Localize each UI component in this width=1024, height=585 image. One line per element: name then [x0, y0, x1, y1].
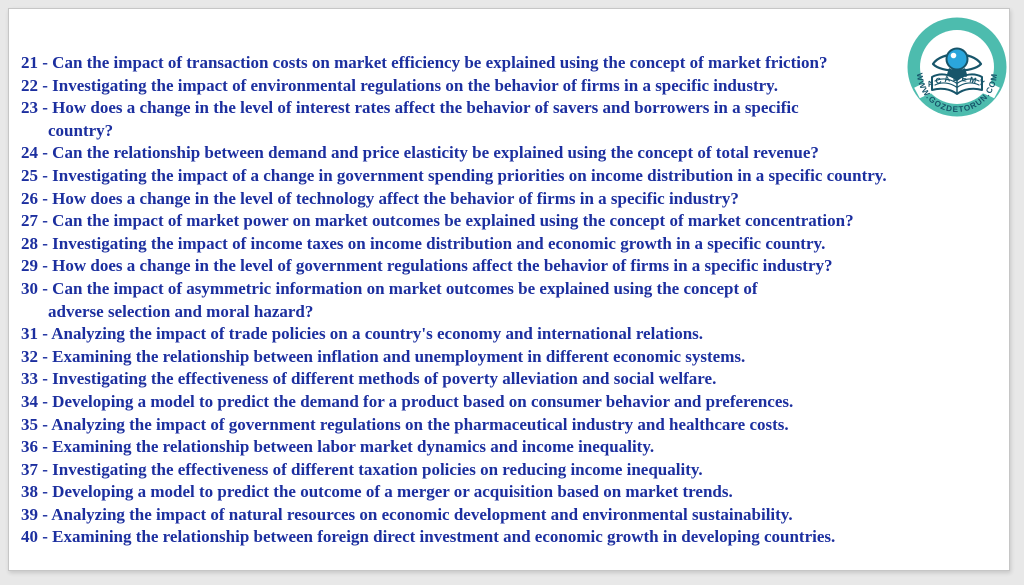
- topic-line: 39 - Analyzing the impact of natural res…: [21, 504, 793, 524]
- topic-item: 25 - Investigating the impact of a chang…: [21, 165, 996, 188]
- topic-item: 26 - How does a change in the level of t…: [21, 188, 996, 211]
- topic-item: 27 - Can the impact of market power on m…: [21, 210, 996, 233]
- topic-item: 29 - How does a change in the level of g…: [21, 255, 996, 278]
- topic-line: 28 - Investigating the impact of income …: [21, 233, 826, 253]
- topic-item: 22 - Investigating the impact of environ…: [21, 75, 996, 98]
- topic-line: 26 - How does a change in the level of t…: [21, 188, 739, 208]
- topic-item: 32 - Examining the relationship between …: [21, 346, 996, 369]
- topic-item: 36 - Examining the relationship between …: [21, 436, 996, 459]
- topics-list: 21 - Can the impact of transaction costs…: [21, 52, 996, 549]
- topic-item: 33 - Investigating the effectiveness of …: [21, 368, 996, 391]
- eye-iris: [945, 47, 969, 71]
- topic-item: 34 - Developing a model to predict the d…: [21, 391, 996, 414]
- topic-line: 21 - Can the impact of transaction costs…: [21, 53, 828, 72]
- topic-line: 33 - Investigating the effectiveness of …: [21, 369, 717, 389]
- topic-item: 39 - Analyzing the impact of natural res…: [21, 504, 996, 527]
- topic-item: 37 - Investigating the effectiveness of …: [21, 459, 996, 482]
- open-book-icon: [931, 73, 983, 95]
- topic-line: 24 - Can the relationship between demand…: [21, 143, 819, 163]
- topic-line: 40 - Examining the relationship between …: [21, 527, 836, 547]
- topic-line: 30 - Can the impact of asymmetric inform…: [21, 278, 758, 298]
- topic-line: 25 - Investigating the impact of a chang…: [21, 165, 887, 185]
- topic-line: 34 - Developing a model to predict the d…: [21, 391, 794, 411]
- topic-item: 31 - Analyzing the impact of trade polic…: [21, 323, 996, 346]
- topic-line: 22 - Investigating the impact of environ…: [21, 75, 778, 95]
- topic-line: 23 - How does a change in the level of i…: [21, 98, 799, 118]
- topic-item: 24 - Can the relationship between demand…: [21, 142, 996, 165]
- academy-logo: WWW.GOZDETORUN.COM ACADEMY: [907, 17, 1007, 117]
- topic-line-continuation: country?: [48, 120, 114, 140]
- topic-item: 38 - Developing a model to predict the o…: [21, 481, 996, 504]
- document-page: 21 - Can the impact of transaction costs…: [8, 8, 1010, 571]
- topic-item: 30 - Can the impact of asymmetric inform…: [21, 278, 996, 323]
- topic-line: 38 - Developing a model to predict the o…: [21, 482, 733, 502]
- topic-line: 35 - Analyzing the impact of government …: [21, 414, 789, 434]
- topic-line-continuation: adverse selection and moral hazard?: [48, 301, 314, 321]
- topic-item: 21 - Can the impact of transaction costs…: [21, 52, 996, 75]
- topic-line: 36 - Examining the relationship between …: [21, 437, 655, 457]
- topic-line: 27 - Can the impact of market power on m…: [21, 211, 854, 231]
- topic-line: 31 - Analyzing the impact of trade polic…: [21, 324, 704, 344]
- topic-item: 23 - How does a change in the level of i…: [21, 97, 996, 142]
- topic-item: 35 - Analyzing the impact of government …: [21, 414, 996, 437]
- topic-line: 29 - How does a change in the level of g…: [21, 256, 833, 276]
- academy-logo-badge: WWW.GOZDETORUN.COM ACADEMY: [907, 17, 1007, 117]
- topic-item: 40 - Examining the relationship between …: [21, 526, 996, 549]
- eye-iris-highlight: [950, 52, 957, 59]
- topic-item: 28 - Investigating the impact of income …: [21, 233, 996, 256]
- topic-line: 32 - Examining the relationship between …: [21, 346, 746, 366]
- topic-line: 37 - Investigating the effectiveness of …: [21, 459, 703, 479]
